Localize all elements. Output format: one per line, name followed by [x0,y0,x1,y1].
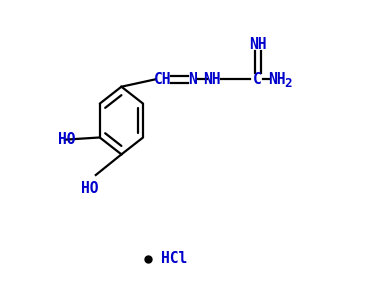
Text: NH: NH [249,37,266,52]
Text: 2: 2 [284,77,291,90]
Text: N: N [188,72,197,87]
Text: HO: HO [58,132,75,147]
Text: C: C [253,72,262,87]
Text: HCl: HCl [161,251,187,266]
Text: HO: HO [81,181,99,196]
Text: NH: NH [203,72,221,87]
Text: NH: NH [268,72,285,87]
Text: CH: CH [154,72,171,87]
